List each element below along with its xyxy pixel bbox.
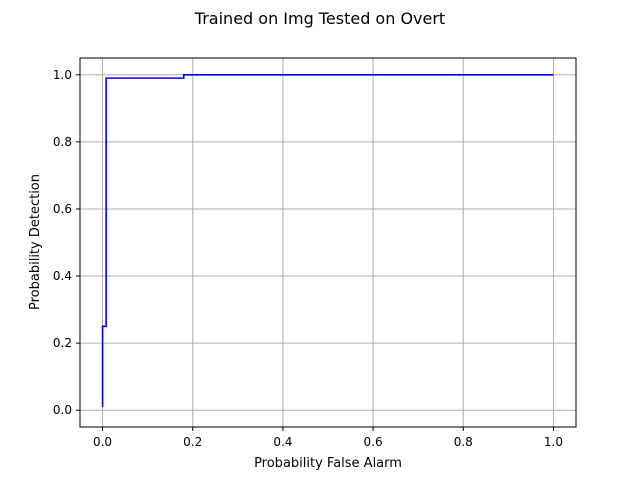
y-tick-label: 1.0 [53,68,72,82]
y-tick-label: 0.2 [53,336,72,350]
x-tick-label: 0.0 [93,435,112,449]
y-tick-label: 0.8 [53,135,72,149]
series-layer [101,73,554,407]
x-axis-label: Probability False Alarm [254,456,402,471]
y-axis-label: Probability Detection [28,174,43,310]
grid [80,58,576,427]
x-tick-label: 0.2 [183,435,202,449]
plot-frame [79,57,577,428]
x-tick-label: 1.0 [544,435,563,449]
y-tick-label: 0.4 [53,269,72,283]
x-tick-label: 0.6 [364,435,383,449]
axes-ticks: 0.0 0.2 0.4 0.6 0.8 1.0 0.0 0.2 0.4 0.6 0.8 1.0 [53,68,563,449]
roc-curve-line [101,73,554,407]
chart-title: Trained on Img Tested on Overt [194,9,445,28]
x-tick-label: 0.8 [454,435,473,449]
y-tick-label: 0.6 [53,202,72,216]
y-tick-label: 0.0 [53,403,72,417]
x-tick-label: 0.4 [273,435,292,449]
